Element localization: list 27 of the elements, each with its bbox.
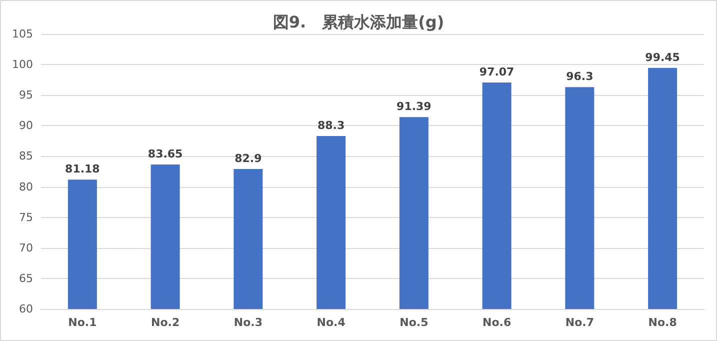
x-tick-label: No.2 xyxy=(151,316,180,329)
data-label: 83.65 xyxy=(148,147,183,160)
x-tick-label: No.4 xyxy=(316,316,346,329)
y-tick-label: 95 xyxy=(19,88,33,102)
y-tick-label: 65 xyxy=(19,272,33,285)
x-tick-label: No.1 xyxy=(68,316,97,329)
y-tick-label: 70 xyxy=(19,241,33,254)
x-tick-label: No.7 xyxy=(565,316,594,329)
data-label: 81.18 xyxy=(65,162,100,176)
x-tick-label: No.6 xyxy=(482,316,512,329)
data-label: 99.45 xyxy=(645,50,680,64)
y-tick-label: 60 xyxy=(19,302,33,316)
chart-title: 図9. 累積水添加量(g) xyxy=(272,12,444,32)
y-tick-label: 105 xyxy=(12,28,33,40)
data-label: 88.3 xyxy=(317,119,345,132)
y-tick-label: 85 xyxy=(19,150,33,163)
data-label: 97.07 xyxy=(479,65,514,78)
data-label: 96.3 xyxy=(566,70,594,84)
y-tick-label: 90 xyxy=(19,119,33,132)
data-label: 91.39 xyxy=(396,100,432,114)
y-tick-label: 75 xyxy=(19,210,33,224)
x-tick-label: No.8 xyxy=(648,316,677,329)
y-tick-label: 100 xyxy=(12,58,33,72)
data-label: 82.9 xyxy=(234,152,262,166)
y-tick-label: 80 xyxy=(19,180,33,194)
x-tick-label: No.3 xyxy=(234,316,262,329)
x-tick-label: No.5 xyxy=(400,316,428,329)
